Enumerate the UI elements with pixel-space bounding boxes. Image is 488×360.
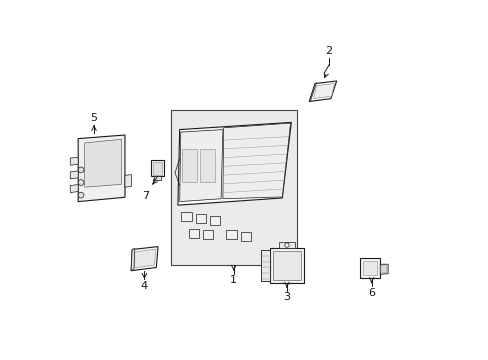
Polygon shape	[153, 176, 161, 180]
Bar	[360, 258, 380, 278]
Polygon shape	[223, 123, 290, 199]
Polygon shape	[70, 171, 78, 179]
Polygon shape	[309, 83, 316, 102]
Polygon shape	[380, 264, 387, 274]
Bar	[210, 216, 220, 225]
Bar	[170, 110, 296, 265]
Polygon shape	[179, 130, 223, 202]
Bar	[182, 149, 196, 182]
Polygon shape	[131, 247, 158, 271]
Text: 3: 3	[283, 292, 290, 302]
Bar	[272, 251, 301, 280]
Circle shape	[78, 167, 84, 173]
Polygon shape	[260, 250, 269, 281]
Polygon shape	[131, 248, 134, 271]
Circle shape	[284, 243, 288, 247]
Text: 2: 2	[325, 46, 332, 56]
Circle shape	[78, 192, 84, 198]
Bar	[196, 214, 205, 223]
Circle shape	[78, 180, 84, 185]
Text: 1: 1	[230, 275, 237, 285]
Polygon shape	[151, 160, 163, 176]
Polygon shape	[78, 135, 125, 202]
Polygon shape	[84, 139, 121, 187]
Polygon shape	[134, 249, 156, 268]
Bar	[181, 212, 191, 221]
Text: 7: 7	[142, 191, 149, 201]
Polygon shape	[152, 162, 162, 175]
Polygon shape	[313, 84, 334, 99]
Polygon shape	[309, 81, 336, 102]
Text: 4: 4	[141, 281, 148, 291]
Text: 6: 6	[367, 288, 374, 298]
Bar	[203, 230, 213, 239]
Bar	[226, 230, 236, 239]
Bar	[188, 229, 199, 238]
Bar	[200, 149, 214, 182]
Polygon shape	[380, 266, 386, 273]
Polygon shape	[70, 157, 78, 165]
Bar	[241, 232, 250, 241]
Text: 5: 5	[90, 113, 97, 123]
Polygon shape	[178, 122, 291, 205]
Polygon shape	[125, 175, 131, 187]
Polygon shape	[70, 185, 78, 193]
Bar	[269, 248, 303, 283]
Bar	[278, 242, 294, 248]
Bar	[363, 261, 377, 275]
